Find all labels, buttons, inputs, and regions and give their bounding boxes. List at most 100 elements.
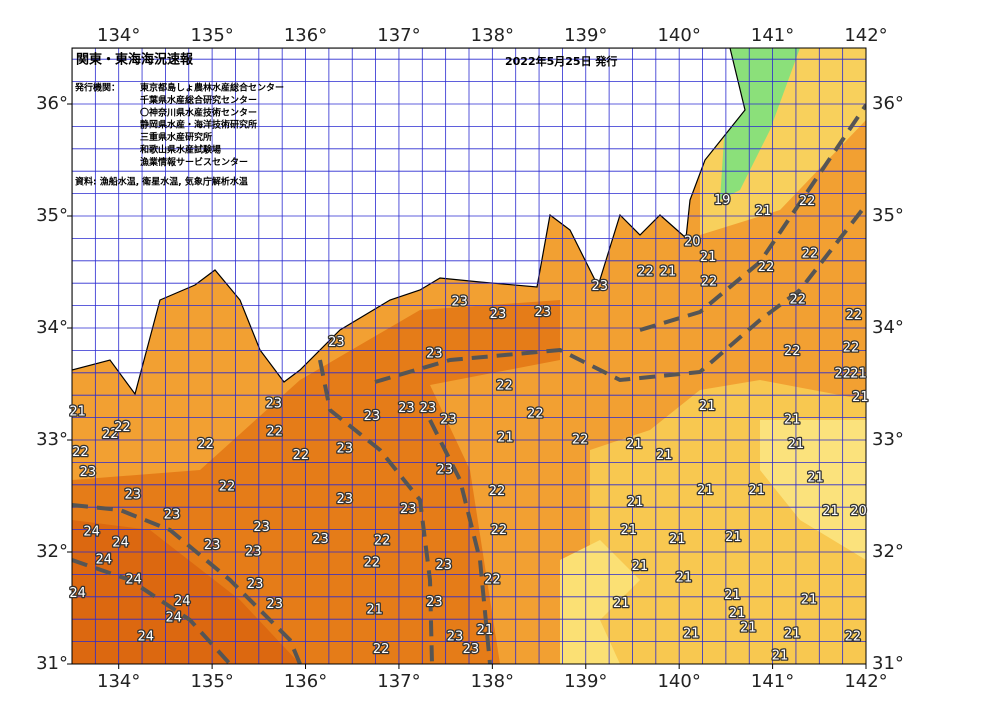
temperature-label: 22 (364, 556, 381, 571)
temperature-label: 24 (125, 573, 142, 588)
temperature-label: 22 (843, 341, 860, 356)
temperature-label: 21 (852, 390, 869, 405)
temperature-label: 22 (802, 247, 819, 262)
temperature-label: 24 (69, 586, 86, 601)
temperature-label: 24 (174, 594, 191, 609)
temperature-label: 22 (845, 630, 862, 645)
temperature-label: 23 (420, 401, 437, 416)
temperature-label: 23 (204, 538, 221, 553)
publisher-item: 静岡県水産・海洋技術研究所 (140, 119, 257, 131)
map-body (72, 48, 866, 664)
temperature-label: 21 (724, 588, 741, 603)
lat-lon-grid (72, 48, 866, 664)
publisher-item: 〇神奈川県水産技術センター (140, 106, 257, 118)
lat-tick-label: 33° (872, 429, 904, 450)
lon-tick-label: 141° (751, 25, 794, 46)
lon-tick-label: 136° (284, 671, 327, 692)
temperature-label: 24 (166, 611, 183, 626)
publisher-item: 漁業情報サービスセンター (140, 156, 248, 168)
temperature-label: 23 (451, 295, 468, 310)
temperature-label: 23 (535, 305, 552, 320)
temperature-label: 24 (138, 630, 155, 645)
temperature-label: 20 (850, 504, 867, 519)
temperature-label: 21 (755, 204, 772, 219)
map-frame (71, 47, 867, 665)
temperature-label: 21 (366, 603, 383, 618)
temperature-label: 23 (164, 508, 181, 523)
current-line (374, 203, 866, 384)
temperature-label: 24 (112, 536, 129, 551)
temperature-label: 21 (784, 412, 801, 427)
temperature-label: 23 (328, 335, 345, 350)
sea-cool (560, 540, 640, 664)
data-source: 資料: 漁船水温, 衛星水温, 気象庁解析水温 (75, 176, 248, 188)
temperature-label: 22 (72, 445, 89, 460)
temperature-label: 23 (266, 597, 283, 612)
temperature-label: 21 (697, 483, 714, 498)
lat-tick-label: 35° (36, 205, 68, 226)
temperature-label: 22 (489, 484, 506, 499)
lat-tick-label: 33° (36, 429, 68, 450)
temperature-label: 22 (266, 425, 283, 440)
temperature-label: 21 (660, 265, 677, 280)
current-line (72, 558, 232, 664)
lat-tick-label: 36° (36, 93, 68, 114)
temperature-label: 23 (247, 577, 264, 592)
temperature-label: 21 (748, 483, 765, 498)
temperature-label: 22 (197, 437, 214, 452)
temperature-label: 23 (124, 487, 141, 502)
publisher-label: 発行機関： (74, 82, 120, 94)
temperature-label: 21 (772, 649, 789, 664)
temperature-label: 23 (426, 595, 443, 610)
publisher-item: 東京都島しょ農林水産総合センター (140, 82, 284, 94)
temperature-label: 23 (253, 520, 270, 535)
temperature-label: 22 (114, 420, 131, 435)
temperature-label: 21 (822, 504, 839, 519)
issue-date: 2022年5月25日 発行 (505, 54, 617, 68)
temperature-label: 24 (83, 524, 100, 539)
temperature-label: 21 (740, 621, 757, 636)
lon-tick-label: 134° (97, 671, 140, 692)
temperature-label: 23 (447, 630, 464, 645)
current-line (639, 103, 866, 332)
temperature-label: 21 (497, 430, 514, 445)
temperature-label: 21 (683, 626, 700, 641)
temperature-label: 22 (784, 344, 801, 359)
temperature-label: 22 (527, 407, 544, 422)
temperature-label: 21 (676, 570, 693, 585)
temperature-label: 21 (632, 559, 649, 574)
temperature-label: 23 (336, 441, 353, 456)
temperature-label: 22 (846, 308, 863, 323)
lon-tick-label: 140° (657, 671, 700, 692)
temperature-label: 23 (426, 346, 443, 361)
current-line (428, 419, 492, 664)
publisher-item: 千葉県水産総合研究センター (140, 94, 257, 106)
temperature-label: 21 (620, 523, 637, 538)
temperature-label: 23 (592, 279, 609, 294)
temperature-label: 21 (807, 471, 824, 486)
temperature-label: 20 (684, 234, 701, 249)
temperature-label: 22 (701, 275, 718, 290)
lat-tick-label: 31° (36, 653, 68, 674)
temperature-label: 21 (788, 437, 805, 452)
temperature-label: 22 (637, 265, 654, 280)
temperature-label: 22 (102, 427, 119, 442)
temperature-label: 22 (790, 293, 807, 308)
temperature-label: 23 (436, 463, 453, 478)
temperature-label: 22 (799, 194, 816, 209)
temperature-label: 24 (95, 552, 112, 567)
temperature-label: 21 (850, 366, 867, 381)
temperature-label: 23 (400, 502, 417, 517)
temperature-label: 23 (265, 397, 282, 412)
lat-tick-label: 32° (872, 541, 904, 562)
lon-tick-label: 134° (97, 25, 140, 46)
temperature-label: 23 (336, 492, 353, 507)
lon-tick-label: 141° (751, 671, 794, 692)
lat-tick-label: 32° (36, 541, 68, 562)
lon-tick-label: 137° (377, 671, 420, 692)
lon-tick-label: 140° (657, 25, 700, 46)
publisher-item: 和歌山県水産試験場 (139, 144, 221, 156)
temperature-label: 23 (398, 401, 415, 416)
temperature-label: 21 (700, 250, 717, 265)
